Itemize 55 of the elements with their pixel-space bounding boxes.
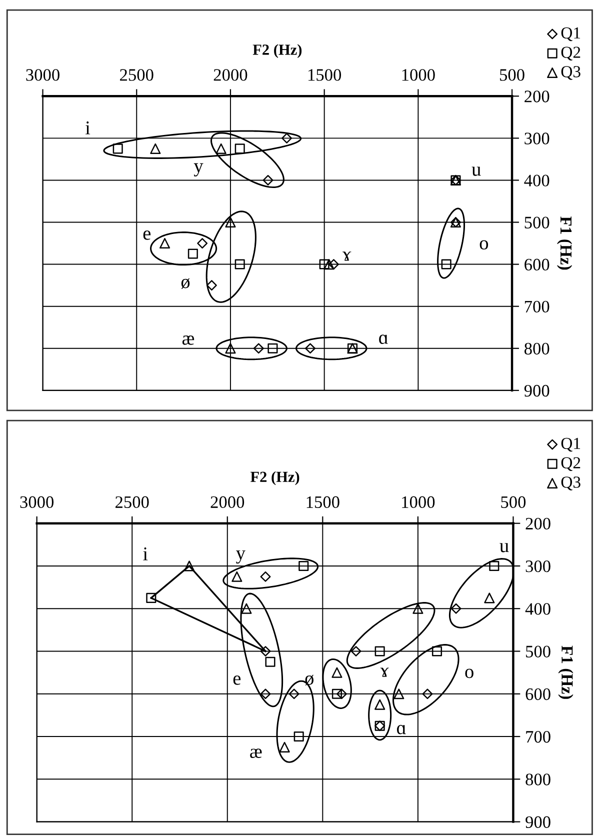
y-tick-label: 900: [526, 816, 550, 828]
x-tick-label: 500: [500, 69, 524, 81]
annotation: y: [194, 163, 204, 176]
y-tick-label: 500: [526, 646, 550, 658]
y-tick-label: 300: [524, 132, 550, 144]
y-tick-label: 800: [526, 774, 550, 786]
x-tick-label: 2500: [116, 496, 149, 508]
legend-label: Q2: [561, 457, 580, 471]
legend-label: Q3: [561, 66, 580, 80]
x-tick-label: 1000: [402, 496, 435, 508]
y-tick-label: 300: [526, 560, 550, 572]
annotation: ɑ: [379, 334, 388, 344]
x-tick-label: 3000: [20, 496, 54, 508]
x-tick-label: 1500: [306, 496, 340, 508]
y-axis-title: F1 (Hz): [556, 216, 572, 270]
annotation: e: [233, 675, 241, 685]
y-tick-label: 400: [525, 603, 550, 615]
y-tick-label: 600: [524, 258, 550, 270]
y-tick-label: 600: [526, 688, 550, 700]
legend-label: Q3: [561, 476, 580, 490]
annotation: æ: [182, 335, 194, 345]
y-tick-label: 500: [524, 216, 550, 228]
x-tick-label: 500: [501, 496, 526, 508]
annotation: o: [480, 240, 488, 250]
annotation: ɤ: [380, 668, 389, 677]
y-tick-label: 900: [524, 384, 550, 397]
annotation: y: [236, 550, 246, 564]
legend-label: Q1: [561, 438, 580, 452]
annotation: e: [143, 230, 151, 240]
annotation: i: [143, 547, 148, 560]
annotation: ɤ: [342, 252, 352, 261]
legend-label: Q1: [561, 27, 580, 42]
y-axis-title: F1 (Hz): [558, 646, 574, 699]
x-tick-label: 2500: [120, 69, 154, 81]
y-tick-label: 200: [526, 518, 550, 530]
y-tick-label: 200: [524, 90, 550, 102]
annotation: o: [465, 668, 474, 678]
x-tick-label: 1500: [308, 69, 342, 81]
x-axis-title: F2 (Hz): [252, 44, 302, 58]
annotation: u: [472, 166, 481, 176]
x-axis-title: F2 (Hz): [250, 471, 300, 486]
y-tick-label: 700: [524, 300, 550, 313]
x-tick-label: 2000: [214, 69, 248, 81]
annotation: ø: [181, 278, 190, 289]
annotation: i: [85, 121, 90, 134]
y-tick-label: 700: [526, 730, 550, 743]
legend-label: Q2: [561, 46, 580, 60]
y-tick-label: 400: [524, 174, 550, 186]
annotation: u: [500, 543, 509, 552]
annotation: ɑ: [396, 724, 406, 734]
y-tick-label: 800: [524, 342, 550, 355]
x-tick-label: 3000: [26, 69, 60, 81]
x-tick-label: 1000: [402, 69, 435, 81]
x-tick-label: 2000: [210, 496, 244, 508]
annotation: æ: [250, 748, 262, 758]
